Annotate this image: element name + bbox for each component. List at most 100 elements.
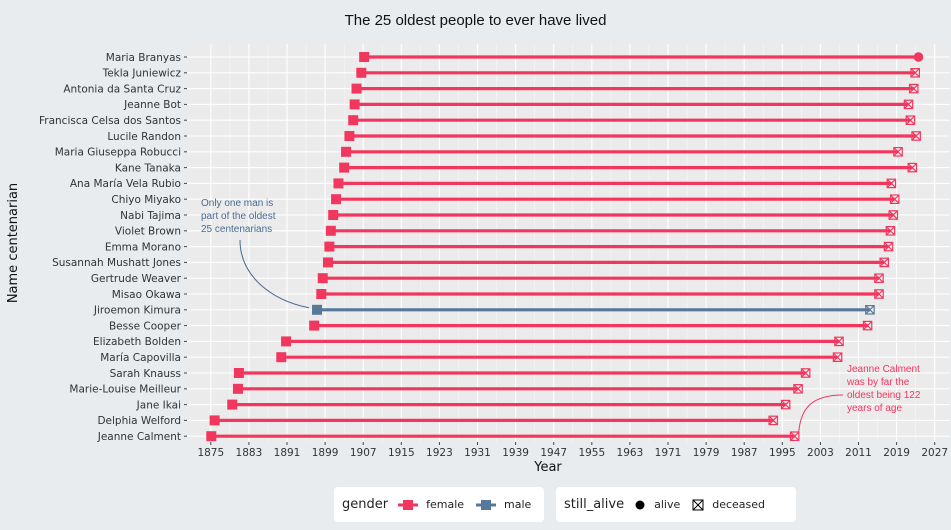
end-point-deceased (889, 194, 900, 204)
end-point-cross (903, 99, 914, 110)
birth-point (333, 178, 344, 189)
legend-gender-title: gender (342, 497, 389, 512)
x-tick-label: 1955 (578, 447, 605, 459)
x-tick-label: 1971 (655, 447, 682, 459)
birth-point (328, 210, 339, 220)
end-point-cross (905, 115, 916, 125)
y-tick-label: Maria Giuseppa Robucci (55, 147, 181, 159)
legend-gender: gender female male (334, 487, 544, 522)
end-point-deceased (903, 99, 914, 110)
end-point-cross (865, 305, 875, 315)
end-point-cross (909, 83, 919, 94)
birth-point (339, 162, 350, 173)
x-tick-label: 1883 (236, 447, 263, 459)
x-tick-label: 1907 (350, 447, 377, 459)
annotation-jeanne-calment: Jeanne Calment was by far the oldest being… (846, 364, 921, 414)
annotation-curve-jeanne (798, 394, 844, 433)
y-tick-label: Delphia Welford (97, 415, 181, 427)
end-point-cross (874, 273, 884, 283)
y-tick-label: María Capovilla (100, 352, 181, 364)
birth-point (331, 194, 342, 205)
legend-label-deceased: deceased (712, 498, 766, 511)
x-tick-label: 1923 (426, 447, 453, 459)
x-tick-label: 1963 (617, 447, 644, 459)
end-point-cross (890, 194, 900, 204)
female-swatch-icon (398, 499, 419, 510)
y-tick-label: Tekla Juniewicz (102, 68, 182, 80)
dumbbell-chart: Maria Branyas Tekla Juniewicz Antonia da S… (6, 44, 949, 475)
end-point-deceased (874, 273, 884, 283)
end-point-cross (781, 399, 791, 410)
birth-point (349, 99, 360, 110)
y-tick-label: Gertrude Weaver (91, 273, 182, 285)
end-point-deceased (834, 336, 844, 347)
y-tick-label: Misao Okawa (112, 289, 181, 301)
end-point-cross (832, 352, 843, 362)
y-tick-label: Violet Brown (115, 226, 181, 238)
y-tick-label: Kane Tanaka (115, 162, 181, 174)
end-point-cross (790, 431, 800, 441)
y-tick-label: Emma Morano (105, 241, 181, 253)
legend-still-alive: still_alive alive deceased (556, 487, 796, 522)
end-point-cross (862, 320, 873, 331)
crossed-box-icon (692, 499, 704, 510)
end-point-deceased (768, 415, 779, 426)
end-point-deceased (893, 147, 903, 157)
y-tick-label: Besse Cooper (109, 320, 182, 332)
end-point-deceased (908, 83, 919, 94)
end-point-cross (907, 162, 917, 173)
filled-circle-icon (635, 500, 645, 509)
birth-point (322, 257, 333, 268)
end-point-deceased (886, 178, 897, 189)
birth-point (359, 52, 370, 62)
y-tick-label: Antonia da Santa Cruz (63, 83, 181, 95)
y-tick-label: Jiroemon Kimura (93, 305, 181, 317)
end-point-deceased (780, 399, 791, 410)
end-point-cross (801, 368, 811, 378)
birth-point (348, 115, 359, 126)
birth-point (325, 225, 336, 236)
male-swatch-icon (476, 499, 497, 510)
end-point-cross (893, 147, 903, 157)
x-tick-label: 1939 (502, 447, 529, 459)
birth-point (317, 273, 328, 284)
end-point-deceased (910, 67, 920, 78)
end-point-cross (883, 241, 894, 252)
x-tick-label: 1891 (274, 447, 301, 459)
y-tick-label: Jeanne Bot (123, 99, 181, 111)
data-marks (206, 52, 924, 442)
birth-point (316, 289, 327, 299)
end-point-cross (879, 257, 889, 268)
annotations: Only one man is part of the oldest 25 cent… (201, 198, 921, 433)
x-tick-label: 1947 (540, 447, 567, 459)
x-tick-label: 1931 (464, 447, 491, 459)
end-point-cross (768, 415, 778, 426)
y-tick-label: Nabi Tajima (120, 210, 181, 222)
end-point-deceased (793, 384, 803, 394)
y-tick-label: Susannah Mushatt Jones (52, 257, 181, 269)
end-point-deceased (879, 257, 890, 268)
birth-point (341, 146, 352, 157)
x-tick-label: 2019 (883, 447, 910, 459)
x-tick-labels: 1875 1883 1891 1899 1907 1915 1923 1931 1939 1947… (197, 442, 948, 459)
x-tick-label: 1899 (312, 447, 339, 459)
y-tick-label: Francisca Celsa dos Santos (39, 115, 181, 127)
end-point-deceased (883, 241, 894, 252)
birth-point (281, 336, 292, 347)
birth-point (276, 352, 287, 363)
y-tick-label: Marie-Louise Meilleur (69, 384, 181, 396)
end-point-cross (793, 384, 803, 394)
end-point-deceased (888, 210, 899, 220)
x-tick-label: 2003 (807, 447, 834, 459)
x-tick-label: 1979 (693, 447, 720, 459)
end-point-deceased (905, 115, 916, 125)
legend-item-female: female (396, 498, 464, 512)
end-point-deceased (832, 352, 843, 362)
end-point-deceased (907, 162, 918, 173)
y-tick-label: Ana María Vela Rubio (70, 178, 181, 190)
end-point-deceased (865, 305, 875, 315)
legend-alive-title: still_alive (564, 497, 625, 512)
end-point-cross (834, 336, 844, 347)
end-point-deceased (800, 368, 811, 378)
end-point-cross (910, 68, 920, 78)
